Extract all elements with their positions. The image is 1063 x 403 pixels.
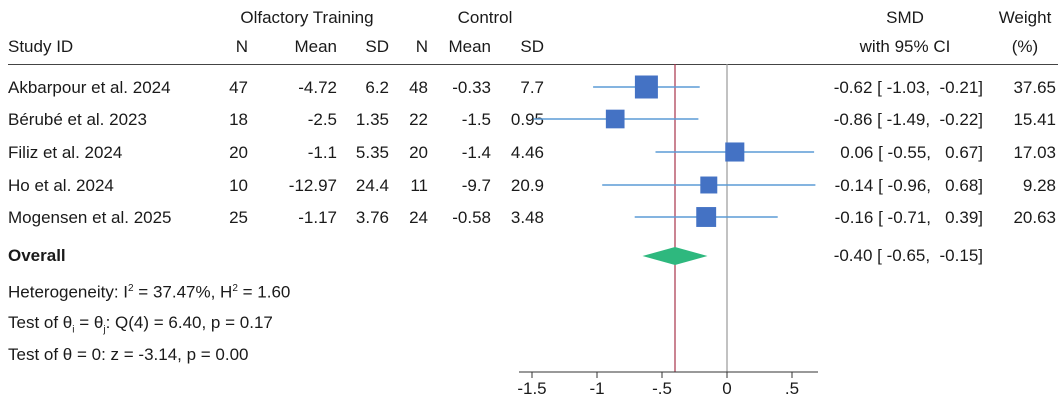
n2-cell: 24 bbox=[409, 208, 428, 227]
mean1-cell: -1.1 bbox=[307, 143, 337, 162]
ci-cell: 0.06 [ -0.55, 0.67] bbox=[840, 143, 983, 162]
header-weight: Weight bbox=[998, 8, 1052, 27]
x-tick-label: .5 bbox=[785, 379, 799, 398]
mean1-cell: -4.72 bbox=[298, 78, 337, 97]
ci-cell: -0.86 [ -1.49, -0.22] bbox=[833, 110, 983, 129]
weight-cell: 20.63 bbox=[1013, 208, 1056, 227]
sd2-cell: 7.7 bbox=[520, 78, 544, 97]
mean2-cell: -0.58 bbox=[452, 208, 491, 227]
het-part-a: Heterogeneity: I bbox=[8, 282, 129, 302]
n1-cell: 47 bbox=[229, 78, 248, 97]
header-study-id: Study ID bbox=[8, 37, 74, 56]
effect-marker bbox=[696, 207, 717, 227]
q-part-c: = θ bbox=[74, 313, 104, 332]
study-name: Ho et al. 2024 bbox=[8, 176, 114, 195]
effect-marker bbox=[605, 109, 625, 129]
sd1-cell: 5.35 bbox=[355, 143, 389, 162]
sd1-cell: 1.35 bbox=[355, 110, 389, 129]
study-name: Bérubé et al. 2023 bbox=[8, 110, 147, 129]
n2-cell: 48 bbox=[409, 78, 428, 97]
study-name: Akbarpour et al. 2024 bbox=[8, 78, 171, 97]
weight-cell: 37.65 bbox=[1013, 78, 1056, 97]
effect-marker bbox=[634, 75, 658, 99]
n2-cell: 22 bbox=[409, 110, 428, 129]
x-tick-label: 0 bbox=[722, 379, 731, 398]
n1-cell: 25 bbox=[229, 208, 248, 227]
mean1-cell: -1.17 bbox=[298, 208, 337, 227]
header-sd2: SD bbox=[520, 37, 544, 56]
q-test-text: Test of θi = θj: Q(4) = 6.40, p = 0.17 bbox=[8, 313, 273, 340]
sd2-cell: 0.95 bbox=[510, 110, 544, 129]
x-tick-label: -.5 bbox=[652, 379, 672, 398]
z-test-text: Test of θ = 0: z = -3.14, p = 0.00 bbox=[8, 345, 249, 364]
ci-cell: -0.16 [ -0.71, 0.39] bbox=[834, 208, 983, 227]
weight-cell: 15.41 bbox=[1013, 110, 1056, 129]
header-mean1: Mean bbox=[294, 37, 337, 56]
weight-cell: 17.03 bbox=[1013, 143, 1056, 162]
x-tick-label: -1 bbox=[589, 379, 604, 398]
sd2-cell: 20.9 bbox=[510, 176, 544, 195]
het-sup-i: 2 bbox=[128, 283, 134, 294]
ci-cell: -0.14 [ -0.96, 0.68] bbox=[834, 176, 983, 195]
effect-marker bbox=[725, 142, 745, 162]
header-smd: SMD bbox=[886, 8, 924, 27]
x-tick-label: -1.5 bbox=[517, 379, 546, 398]
mean2-cell: -1.4 bbox=[461, 143, 491, 162]
header-n2: N bbox=[415, 37, 428, 56]
sd2-cell: 3.48 bbox=[510, 208, 544, 227]
het-sup-h: 2 bbox=[232, 283, 238, 294]
header-group-control: Control bbox=[457, 8, 513, 27]
mean2-cell: -1.5 bbox=[461, 110, 491, 129]
q-sub-i: i bbox=[72, 324, 75, 336]
overall-diamond bbox=[642, 247, 708, 265]
ci-cell: -0.62 [ -1.03, -0.21] bbox=[833, 78, 983, 97]
n1-cell: 10 bbox=[229, 176, 248, 195]
sd2-cell: 4.46 bbox=[510, 143, 544, 162]
sd1-cell: 24.4 bbox=[355, 176, 389, 195]
overall-label: Overall bbox=[8, 246, 66, 265]
header-rule bbox=[8, 64, 1058, 65]
q-sub-j: j bbox=[103, 324, 106, 336]
header-ci: with 95% CI bbox=[859, 37, 951, 56]
q-part-a: Test of θ bbox=[8, 313, 73, 332]
heterogeneity-text: Heterogeneity: I2 = 37.47%, H2 = 1.60 bbox=[8, 279, 290, 303]
het-part-e: = 1.60 bbox=[237, 282, 291, 302]
n2-cell: 11 bbox=[410, 176, 428, 195]
n1-cell: 20 bbox=[229, 143, 248, 162]
header-weight-unit: (%) bbox=[1011, 37, 1039, 56]
header-mean2: Mean bbox=[448, 37, 491, 56]
study-name: Mogensen et al. 2025 bbox=[8, 208, 172, 227]
header-sd1: SD bbox=[365, 37, 389, 56]
q-part-e: : Q(4) = 6.40, p = 0.17 bbox=[105, 313, 273, 332]
het-part-c: = 37.47%, H bbox=[133, 282, 233, 302]
mean2-cell: -0.33 bbox=[452, 78, 491, 97]
mean1-cell: -12.97 bbox=[288, 176, 337, 195]
mean1-cell: -2.5 bbox=[307, 110, 337, 129]
mean2-cell: -9.7 bbox=[461, 176, 491, 195]
sd1-cell: 6.2 bbox=[365, 78, 389, 97]
overall-ci: -0.40 [ -0.65, -0.15] bbox=[833, 246, 983, 265]
weight-cell: 9.28 bbox=[1022, 176, 1056, 195]
n1-cell: 18 bbox=[229, 110, 248, 129]
n2-cell: 20 bbox=[409, 143, 428, 162]
study-name: Filiz et al. 2024 bbox=[8, 143, 123, 162]
header-n1: N bbox=[235, 37, 248, 56]
effect-marker bbox=[700, 176, 718, 194]
sd1-cell: 3.76 bbox=[355, 208, 389, 227]
header-group-olfactory: Olfactory Training bbox=[240, 8, 374, 27]
